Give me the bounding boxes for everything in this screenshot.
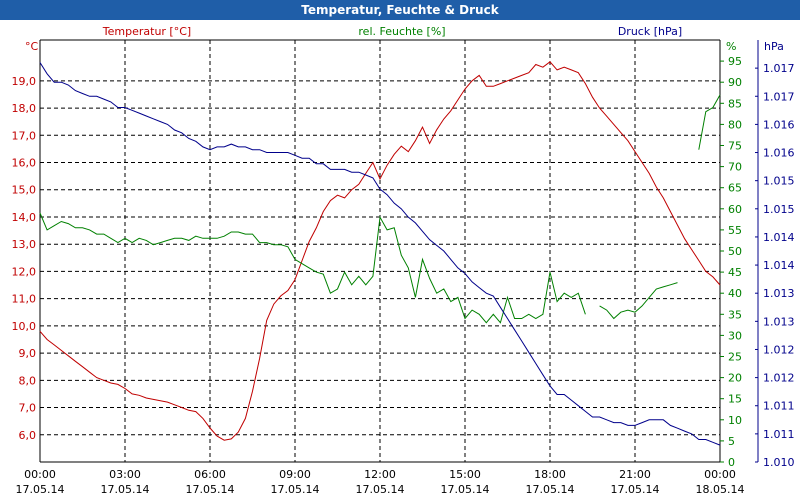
humidity-series-line — [39, 212, 586, 324]
humidity-tick-label: 20 — [728, 372, 742, 385]
x-tick-time-label: 03:00 — [109, 468, 141, 481]
humidity-series-label: rel. Feuchte [%] — [358, 25, 445, 38]
temperature-tick-label: 15,0 — [12, 184, 37, 197]
x-tick-date-label: 17.05.14 — [356, 483, 405, 496]
temperature-tick-label: 19,0 — [12, 75, 37, 88]
humidity-tick-label: 65 — [728, 182, 742, 195]
humidity-series-line — [599, 282, 678, 320]
pressure-tick-label: 1.016 — [763, 118, 795, 131]
humidity-tick-label: 95 — [728, 55, 742, 68]
pressure-tick-label: 1.015 — [763, 203, 795, 216]
x-tick-time-label: 06:00 — [194, 468, 226, 481]
pressure-tick-label: 1.016 — [763, 147, 795, 160]
temperature-tick-label: 10,0 — [12, 320, 37, 333]
humidity-tick-label: 30 — [728, 329, 742, 342]
temperature-tick-label: 14,0 — [12, 211, 37, 224]
temperature-tick-label: 12,0 — [12, 265, 37, 278]
temperature-tick-label: 17,0 — [12, 129, 37, 142]
humidity-tick-label: 85 — [728, 97, 742, 110]
humidity-tick-label: 70 — [728, 161, 742, 174]
x-tick-date-label: 17.05.14 — [101, 483, 150, 496]
humidity-tick-label: 15 — [728, 393, 742, 406]
x-tick-date-label: 17.05.14 — [186, 483, 235, 496]
pressure-tick-label: 1.014 — [763, 259, 795, 272]
pressure-tick-label: 1.017 — [763, 90, 795, 103]
humidity-tick-label: 45 — [728, 266, 742, 279]
x-tick-time-label: 15:00 — [449, 468, 481, 481]
x-tick-time-label: 12:00 — [364, 468, 396, 481]
humidity-tick-label: 50 — [728, 245, 742, 258]
pressure-tick-label: 1.013 — [763, 287, 795, 300]
temperature-tick-label: 7,0 — [19, 402, 37, 415]
temperature-series-line — [39, 61, 721, 441]
pressure-unit-label: hPa — [764, 40, 784, 53]
x-tick-time-label: 18:00 — [534, 468, 566, 481]
x-tick-date-label: 17.05.14 — [271, 483, 320, 496]
x-tick-time-label: 21:00 — [619, 468, 651, 481]
x-tick-date-label: 17.05.14 — [526, 483, 575, 496]
x-tick-date-label: 17.05.14 — [611, 483, 660, 496]
pressure-tick-label: 1.011 — [763, 400, 795, 413]
humidity-tick-label: 80 — [728, 118, 742, 131]
temperature-tick-label: 16,0 — [12, 157, 37, 170]
x-tick-time-label: 00:00 — [24, 468, 56, 481]
humidity-tick-label: 0 — [728, 456, 735, 469]
pressure-tick-label: 1.017 — [763, 62, 795, 75]
humidity-unit-label: % — [726, 40, 736, 53]
pressure-tick-label: 1.014 — [763, 231, 795, 244]
x-tick-date-label: 17.05.14 — [441, 483, 490, 496]
pressure-tick-label: 1.011 — [763, 428, 795, 441]
temperature-tick-label: 18,0 — [12, 102, 37, 115]
humidity-series-line — [698, 94, 721, 150]
humidity-tick-label: 40 — [728, 287, 742, 300]
x-tick-date-label: 17.05.14 — [16, 483, 65, 496]
humidity-tick-label: 90 — [728, 76, 742, 89]
chart-title: Temperatur, Feuchte & Druck — [0, 0, 800, 20]
temperature-tick-label: 8,0 — [19, 374, 37, 387]
humidity-tick-label: 75 — [728, 140, 742, 153]
pressure-tick-label: 1.015 — [763, 175, 795, 188]
pressure-series-label: Druck [hPa] — [618, 25, 682, 38]
pressure-tick-label: 1.012 — [763, 372, 795, 385]
pressure-tick-label: 1.013 — [763, 315, 795, 328]
temperature-tick-label: 11,0 — [12, 293, 37, 306]
temperature-unit-label: °C — [25, 40, 39, 53]
pressure-tick-label: 1.012 — [763, 343, 795, 356]
temperature-tick-label: 9,0 — [19, 347, 37, 360]
humidity-tick-label: 55 — [728, 224, 742, 237]
temperature-series-label: Temperatur [°C] — [102, 25, 191, 38]
pressure-series-line — [39, 62, 721, 446]
humidity-tick-label: 10 — [728, 414, 742, 427]
temperature-tick-label: 13,0 — [12, 238, 37, 251]
x-tick-time-label: 09:00 — [279, 468, 311, 481]
humidity-tick-label: 60 — [728, 203, 742, 216]
humidity-tick-label: 35 — [728, 308, 742, 321]
x-tick-date-label: 18.05.14 — [696, 483, 745, 496]
temperature-tick-label: 6,0 — [19, 429, 37, 442]
humidity-tick-label: 5 — [728, 435, 735, 448]
humidity-tick-label: 25 — [728, 351, 742, 364]
x-tick-time-label: 00:00 — [704, 468, 736, 481]
pressure-tick-label: 1.010 — [763, 456, 795, 469]
